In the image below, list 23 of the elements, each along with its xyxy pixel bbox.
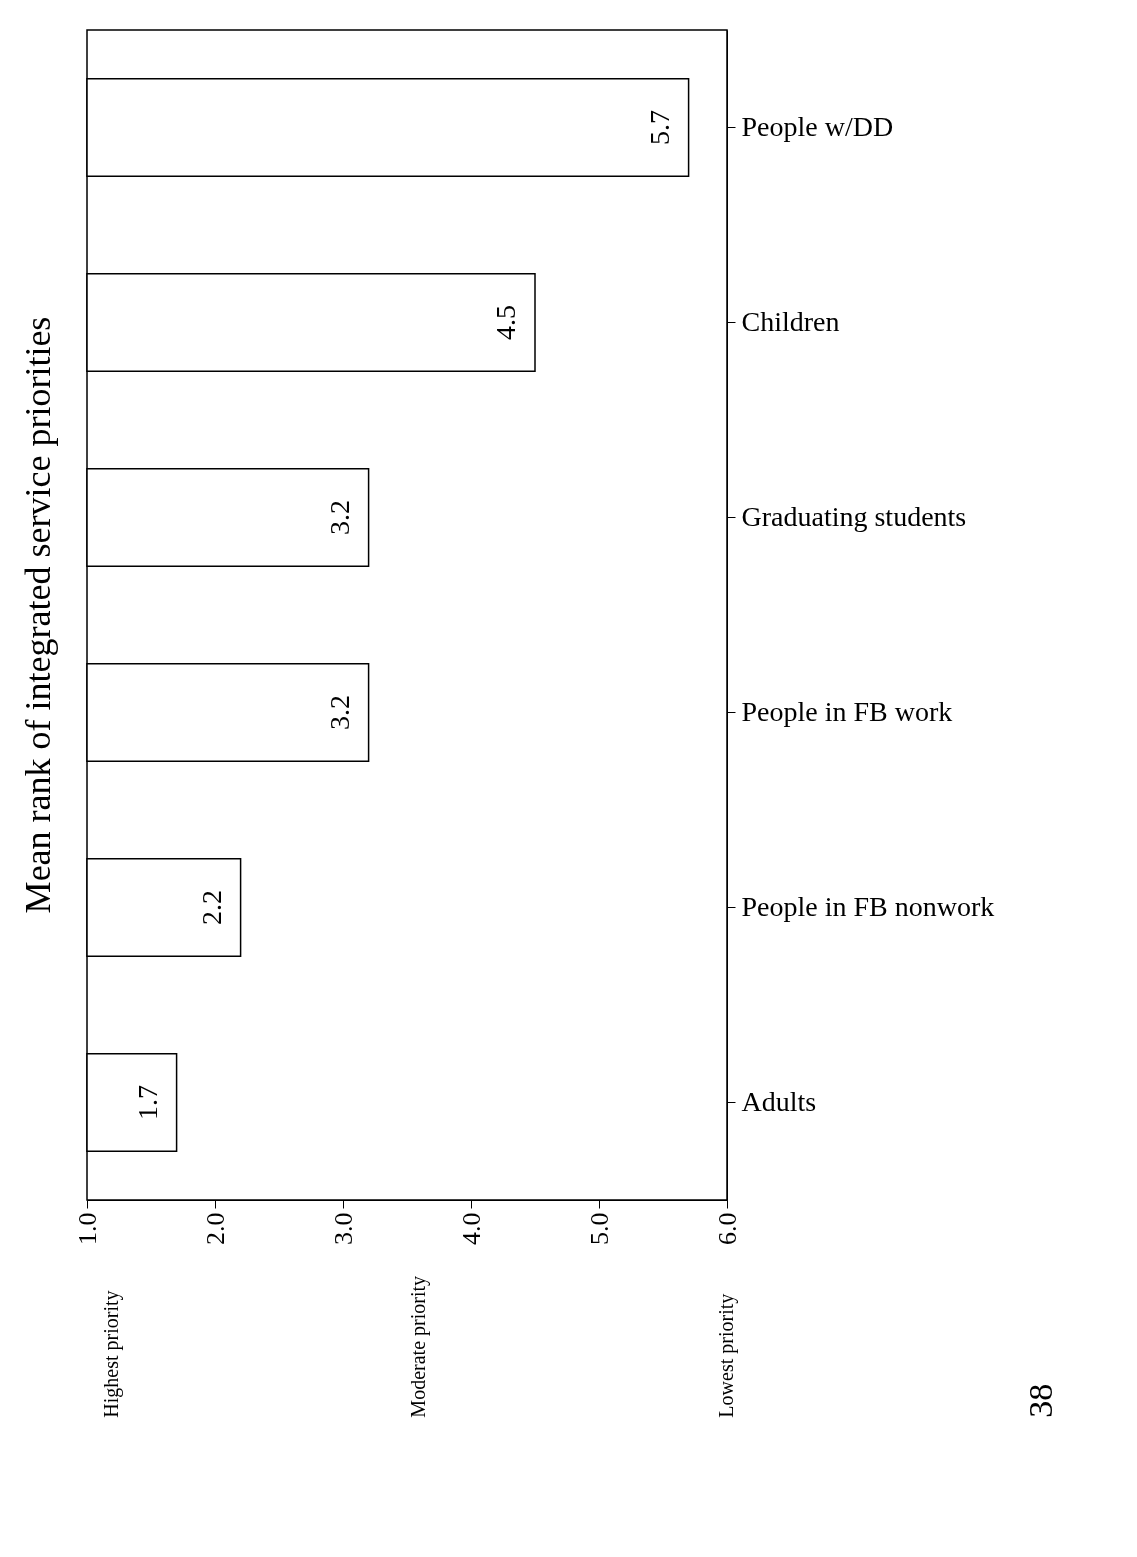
data-label: 2.2 xyxy=(195,890,227,925)
y-tick-label: People w/DD xyxy=(741,110,894,142)
y-tick-label: Graduating students xyxy=(741,500,967,532)
text: Mean rank of integrated service priorities xyxy=(18,316,58,914)
x-tick-label: 5.0 xyxy=(584,1212,614,1245)
data-label: 1.7 xyxy=(131,1085,163,1120)
data-label: 3.2 xyxy=(323,500,355,535)
y-tick-label: People in FB nonwork xyxy=(741,890,995,922)
data-label: 5.7 xyxy=(643,110,675,145)
text: Highest priority xyxy=(100,1289,123,1418)
y-tick-label: People in FB work xyxy=(741,695,953,727)
x-tick-label: 1.0 xyxy=(72,1212,102,1245)
x-tick-label: 4.0 xyxy=(456,1212,486,1245)
y-tick-label: Children xyxy=(741,305,840,337)
text: Moderate priority xyxy=(407,1276,431,1418)
data-label: 3.2 xyxy=(323,695,355,730)
y-tick-label: Adults xyxy=(741,1085,817,1117)
x-tick-label: 3.0 xyxy=(328,1212,358,1245)
x-tick-label: 6.0 xyxy=(712,1212,742,1245)
data-label: 4.5 xyxy=(490,305,521,340)
text: 38 xyxy=(1021,1382,1060,1418)
text: Lowest priority xyxy=(714,1292,738,1418)
x-tick-label: 2.0 xyxy=(200,1212,230,1245)
